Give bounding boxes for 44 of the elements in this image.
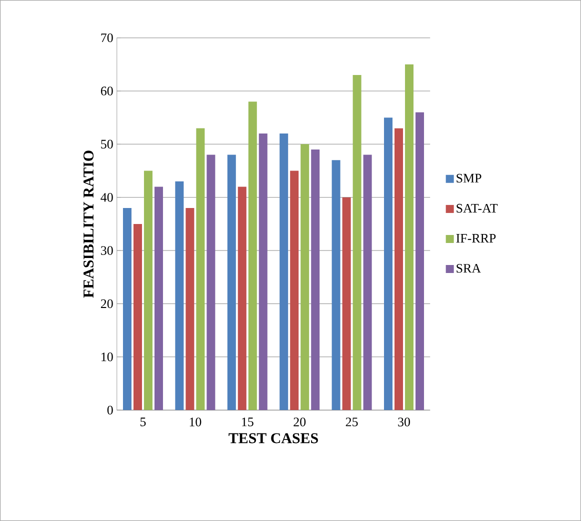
bar (175, 181, 184, 410)
x-tick-label: 25 (346, 418, 358, 426)
legend-label: IF-RRP (456, 234, 496, 242)
x-axis-title: TEST CASES (228, 433, 318, 444)
x-tick-label: 20 (294, 418, 306, 426)
bar (227, 154, 236, 410)
bar (248, 102, 257, 410)
bar (280, 134, 288, 410)
bar (206, 154, 216, 410)
y-tick-label: 20 (100, 299, 113, 308)
x-tick-label: 15 (242, 418, 254, 426)
bar (332, 160, 340, 410)
bar (133, 224, 142, 410)
y-tick-label: 50 (101, 140, 113, 149)
bar (416, 112, 424, 410)
bar (122, 208, 132, 410)
legend-label: SAT-AT (456, 204, 498, 213)
y-tick-label: 0 (107, 406, 113, 414)
y-tick-label: 70 (101, 33, 113, 42)
bar (186, 208, 194, 410)
y-tick-label: 30 (101, 246, 113, 255)
y-axis-title: FEASIBILITY RATIO (84, 150, 94, 298)
bar (352, 75, 362, 410)
bar (300, 144, 310, 410)
y-tick-label: 10 (102, 352, 113, 362)
bar (196, 128, 205, 410)
y-tick-label: 60 (100, 86, 113, 96)
x-tick-label: 5 (140, 418, 146, 426)
bar (258, 134, 268, 410)
x-tick-label: 10 (190, 418, 202, 426)
bar (290, 170, 299, 410)
bar (342, 197, 351, 410)
y-tick-label: 40 (100, 193, 113, 202)
bar (394, 128, 404, 410)
bar (311, 150, 320, 410)
bar (144, 170, 152, 410)
bar (154, 186, 163, 410)
x-tick-label: 30 (398, 418, 410, 426)
bar (405, 64, 414, 410)
legend-label: SRA (456, 264, 481, 273)
bar (384, 118, 393, 410)
bar (238, 186, 246, 410)
bar (363, 154, 372, 410)
legend-label: SMP (456, 174, 482, 183)
